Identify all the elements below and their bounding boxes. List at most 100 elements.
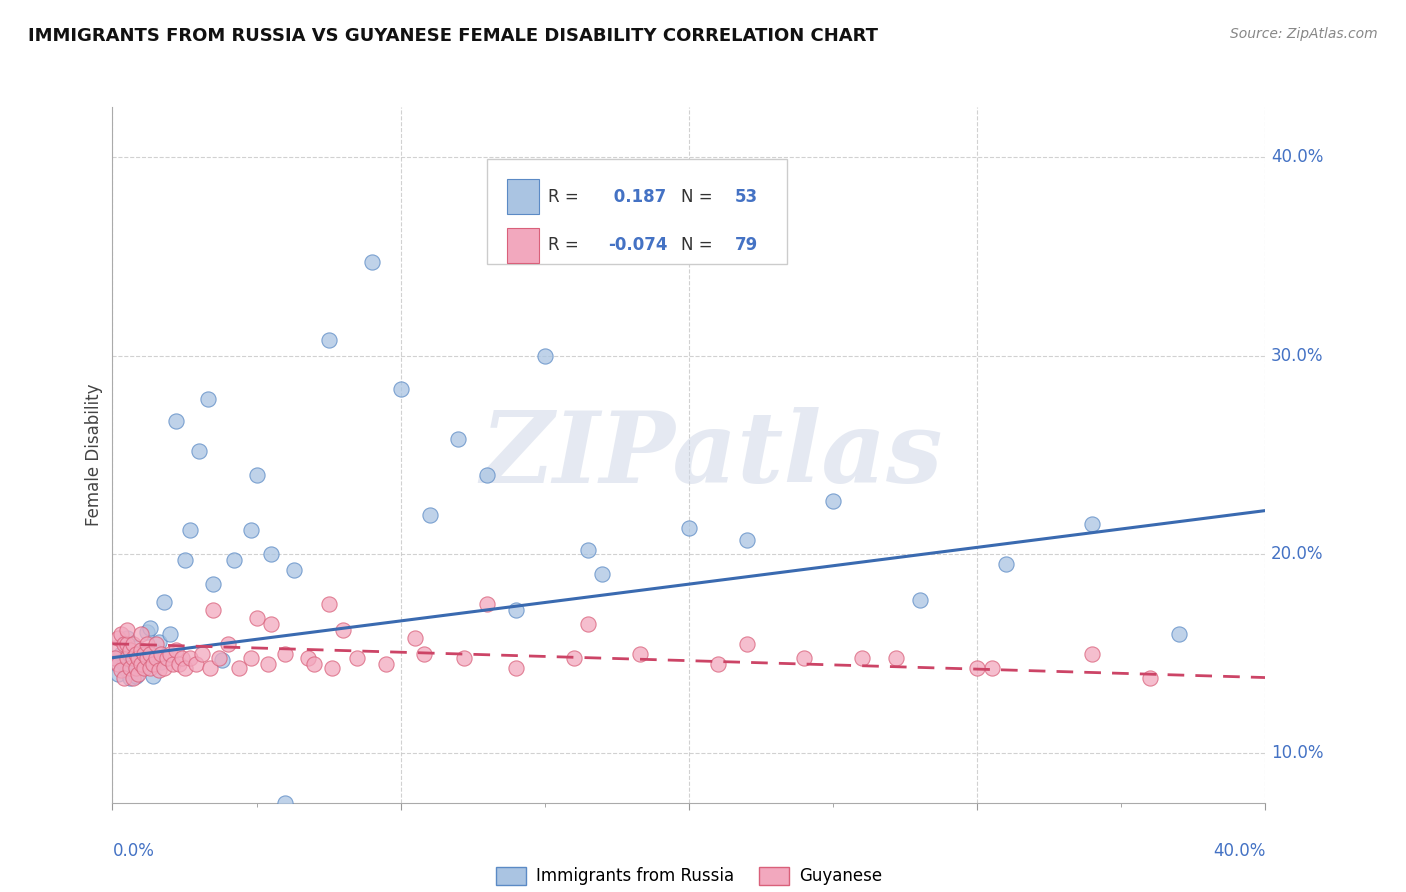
Point: [136, 624, 159, 639]
Point: [283, 563, 305, 577]
Text: N =: N =: [681, 188, 717, 206]
Point: [1167, 627, 1189, 641]
Point: [121, 671, 143, 685]
Point: [162, 657, 184, 671]
Point: [129, 642, 153, 657]
Point: [127, 666, 149, 681]
Point: [136, 650, 159, 665]
Text: 53: 53: [735, 188, 758, 206]
Point: [167, 657, 190, 671]
Point: [107, 631, 129, 645]
Point: [153, 660, 176, 674]
Point: [505, 603, 527, 617]
Point: [121, 655, 143, 669]
Point: [110, 627, 132, 641]
Point: [260, 547, 283, 561]
Point: [217, 637, 239, 651]
Text: 40.0%: 40.0%: [1271, 148, 1323, 166]
Point: [191, 647, 214, 661]
Point: [375, 657, 398, 671]
Point: [173, 553, 195, 567]
Point: [648, 189, 672, 203]
Point: [165, 414, 187, 428]
Point: [115, 623, 138, 637]
Point: [142, 668, 165, 682]
Point: [1081, 517, 1104, 532]
Point: [165, 642, 187, 657]
Point: [332, 623, 354, 637]
Point: [142, 657, 165, 671]
Point: [576, 543, 599, 558]
Point: [124, 668, 146, 682]
Point: [202, 603, 225, 617]
Point: [453, 650, 475, 665]
Point: [260, 616, 283, 631]
Point: [115, 663, 138, 677]
Point: [148, 634, 170, 648]
Point: [475, 467, 498, 482]
Text: 30.0%: 30.0%: [1271, 346, 1323, 365]
Point: [107, 666, 129, 681]
Point: [222, 553, 245, 567]
Point: [179, 650, 201, 665]
Point: [127, 658, 149, 673]
Point: [245, 467, 267, 482]
Text: -0.074: -0.074: [609, 236, 668, 254]
Point: [821, 493, 844, 508]
Point: [200, 660, 222, 674]
Point: [107, 657, 129, 671]
Point: [274, 647, 297, 661]
Point: [678, 521, 700, 535]
Point: [139, 647, 162, 661]
Point: [419, 508, 441, 522]
Y-axis label: Female Disability: Female Disability: [86, 384, 104, 526]
Text: R =: R =: [548, 236, 585, 254]
Point: [112, 657, 135, 671]
Text: N =: N =: [681, 236, 717, 254]
Point: [134, 660, 156, 674]
Point: [159, 647, 181, 661]
Point: [112, 671, 135, 685]
Point: [1139, 671, 1161, 685]
Text: R =: R =: [548, 188, 585, 206]
Point: [592, 567, 614, 582]
Point: [121, 637, 143, 651]
Point: [104, 640, 127, 655]
Point: [228, 660, 250, 674]
Point: [129, 627, 153, 641]
Point: [173, 660, 195, 674]
Point: [145, 637, 167, 651]
Point: [156, 650, 179, 665]
Point: [533, 349, 555, 363]
Point: [297, 650, 319, 665]
Point: [208, 650, 231, 665]
Bar: [506, 228, 538, 263]
Point: [188, 444, 211, 458]
Point: [153, 595, 176, 609]
Point: [118, 671, 141, 685]
Point: [475, 597, 498, 611]
Bar: [506, 179, 538, 214]
Point: [110, 663, 132, 677]
Text: Source: ZipAtlas.com: Source: ZipAtlas.com: [1230, 27, 1378, 41]
Point: [404, 631, 426, 645]
Point: [112, 637, 135, 651]
Point: [145, 650, 167, 665]
Point: [239, 524, 262, 538]
Point: [239, 650, 262, 665]
Point: [576, 616, 599, 631]
Point: [304, 657, 326, 671]
FancyBboxPatch shape: [486, 159, 787, 263]
Point: [129, 647, 153, 661]
Point: [318, 333, 340, 347]
Point: [115, 637, 138, 651]
Point: [136, 637, 159, 651]
Point: [908, 593, 931, 607]
Point: [628, 647, 651, 661]
Point: [211, 653, 233, 667]
Point: [321, 660, 343, 674]
Point: [793, 650, 815, 665]
Point: [127, 650, 149, 665]
Point: [184, 657, 207, 671]
Point: [346, 650, 368, 665]
